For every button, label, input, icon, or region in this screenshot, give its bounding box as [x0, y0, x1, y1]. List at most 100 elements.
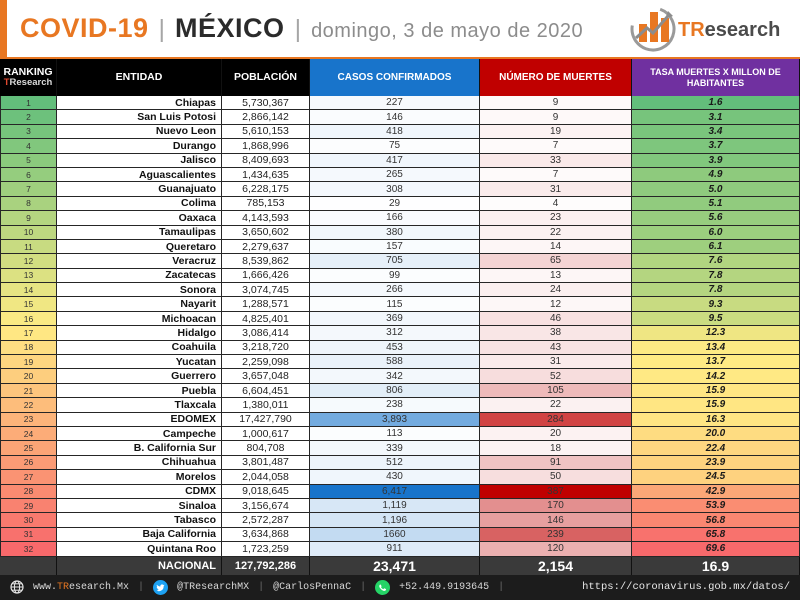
table-row: 17 Hidalgo 3,086,414 312 38 12.3: [0, 326, 800, 341]
poblacion-cell: 4,825,401: [222, 311, 310, 327]
national-row: NACIONAL 127,792,286 23,471 2,154 16.9: [0, 556, 800, 575]
table-row: 29 Sinaloa 3,156,674 1,119 170 53.9: [0, 498, 800, 514]
poblacion-cell: 3,650,602: [222, 225, 310, 240]
poblacion-cell: 804,708: [222, 441, 310, 456]
entidad-cell: Veracruz: [57, 254, 222, 269]
rank-cell: 5: [0, 153, 57, 168]
casos-cell: 265: [310, 167, 480, 183]
title-country: MÉXICO: [175, 13, 285, 43]
rank-cell: 9: [0, 211, 57, 226]
casos-cell: 380: [310, 225, 480, 240]
tasa-cell: 5.1: [632, 196, 800, 212]
casos-cell: 1,119: [310, 498, 480, 514]
entidad-cell: Yucatan: [57, 355, 222, 370]
entidad-cell: Tamaulipas: [57, 225, 222, 240]
tasa-cell: 3.7: [632, 139, 800, 154]
entidad-cell: Tabasco: [57, 513, 222, 528]
table-row: 5 Jalisco 8,409,693 417 33 3.9: [0, 153, 800, 168]
table-row: 24 Campeche 1,000,617 113 20 20.0: [0, 426, 800, 442]
casos-cell: 157: [310, 239, 480, 255]
title-separator: |: [158, 15, 166, 43]
table-row: 22 Tlaxcala 1,380,011 238 22 15.9: [0, 398, 800, 413]
table-row: 6 Aguascalientes 1,434,635 265 7 4.9: [0, 167, 800, 183]
table-row: 1 Chiapas 5,730,367 227 9 1.6: [0, 96, 800, 111]
entidad-cell: Colima: [57, 196, 222, 212]
footer-twitter-handle-1[interactable]: @TResearchMX: [177, 581, 250, 593]
table-row: 19 Yucatan 2,259,098 588 31 13.7: [0, 355, 800, 370]
rank-cell: 24: [0, 426, 57, 442]
rank-cell: 13: [0, 268, 57, 284]
tasa-cell: 5.6: [632, 211, 800, 226]
casos-cell: 75: [310, 139, 480, 154]
entidad-cell: Nayarit: [57, 297, 222, 312]
rank-cell: 28: [0, 484, 57, 499]
entidad-cell: Sonora: [57, 283, 222, 298]
rank-cell: 31: [0, 527, 57, 543]
rank-cell: 18: [0, 340, 57, 356]
tasa-cell: 53.9: [632, 498, 800, 514]
muertes-cell: 105: [480, 383, 632, 399]
footer-phone[interactable]: +52.449.9193645: [399, 581, 490, 593]
rank-cell: 6: [0, 167, 57, 183]
entidad-cell: Zacatecas: [57, 268, 222, 284]
poblacion-cell: 3,634,868: [222, 527, 310, 543]
tasa-cell: 16.3: [632, 412, 800, 427]
logo-text-tr: TR: [678, 19, 705, 41]
casos-cell: 166: [310, 211, 480, 226]
ranking-header-label: RANKING: [3, 66, 53, 78]
muertes-cell: 387: [480, 484, 632, 499]
entidad-cell: Michoacan: [57, 311, 222, 327]
tasa-cell: 42.9: [632, 484, 800, 499]
muertes-cell: 50: [480, 470, 632, 485]
muertes-cell: 31: [480, 182, 632, 197]
table-row: 11 Queretaro 2,279,637 157 14 6.1: [0, 239, 800, 255]
table-row: 18 Coahuila 3,218,720 453 43 13.4: [0, 340, 800, 356]
casos-cell: 3,893: [310, 412, 480, 427]
rank-cell: 11: [0, 239, 57, 255]
poblacion-cell: 3,086,414: [222, 326, 310, 341]
tasa-cell: 3.4: [632, 124, 800, 140]
table-row: 10 Tamaulipas 3,650,602 380 22 6.0: [0, 225, 800, 240]
muertes-cell: 38: [480, 326, 632, 341]
poblacion-cell: 2,572,287: [222, 513, 310, 528]
casos-cell: 512: [310, 455, 480, 471]
footer-website[interactable]: www.TResearch.Mx: [33, 582, 129, 593]
casos-cell: 227: [310, 96, 480, 111]
poblacion-cell: 2,259,098: [222, 355, 310, 370]
muertes-cell: 22: [480, 398, 632, 413]
casos-cell: 911: [310, 542, 480, 557]
muertes-cell: 24: [480, 283, 632, 298]
rank-cell: 2: [0, 110, 57, 125]
rank-cell: 12: [0, 254, 57, 269]
poblacion-cell: 1,434,635: [222, 167, 310, 183]
tasa-cell: 15.9: [632, 398, 800, 413]
rank-cell: 8: [0, 196, 57, 212]
muertes-cell: 20: [480, 426, 632, 442]
entidad-cell: EDOMEX: [57, 412, 222, 427]
casos-cell: 342: [310, 369, 480, 384]
muertes-cell: 120: [480, 542, 632, 557]
rank-cell: 4: [0, 139, 57, 154]
table-row: 21 Puebla 6,604,451 806 105 15.9: [0, 383, 800, 399]
footer-twitter-handle-2[interactable]: @CarlosPennaC: [273, 581, 352, 593]
muertes-cell: 31: [480, 355, 632, 370]
tasa-cell: 3.1: [632, 110, 800, 125]
table-body: 1 Chiapas 5,730,367 227 9 1.6 2 San Luis Potosi…: [0, 96, 800, 557]
poblacion-cell: 3,218,720: [222, 340, 310, 356]
page-footer: www.TResearch.Mx | @TResearchMX | @Carlo…: [0, 574, 800, 600]
entidad-cell: Queretaro: [57, 239, 222, 255]
tasa-cell: 12.3: [632, 326, 800, 341]
muertes-cell: 12: [480, 297, 632, 312]
entidad-cell: CDMX: [57, 484, 222, 499]
table-row: 15 Nayarit 1,288,571 115 12 9.3: [0, 297, 800, 312]
logo-swoosh-icon: [630, 6, 676, 52]
tasa-cell: 15.9: [632, 383, 800, 399]
rank-cell: 32: [0, 542, 57, 557]
poblacion-cell: 785,153: [222, 196, 310, 212]
muertes-cell: 284: [480, 412, 632, 427]
twitter-icon: [153, 579, 169, 595]
header-rule: [0, 57, 800, 59]
entidad-cell: Sinaloa: [57, 498, 222, 514]
footer-url[interactable]: https://coronavirus.gob.mx/datos/: [582, 581, 790, 593]
entidad-cell: Nuevo Leon: [57, 124, 222, 140]
